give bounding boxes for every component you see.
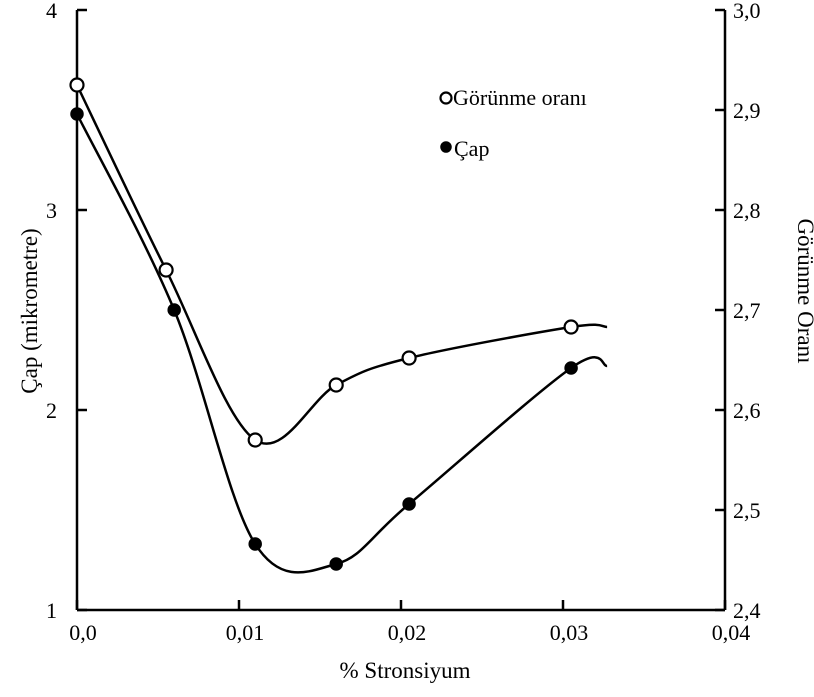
series-0-point [563, 319, 579, 335]
y-tick-label: 4 [46, 0, 57, 23]
x-axis-title: % Stronsiyum [340, 658, 471, 683]
legend: Görünme oranı Çap [439, 85, 587, 161]
series-1-point [564, 361, 578, 375]
legend-marker-filled-circle [440, 141, 452, 153]
series-1-point [402, 497, 416, 511]
y2-tick-label: 2,9 [733, 98, 761, 123]
x-tick-label: 0,03 [550, 620, 589, 645]
series-1-point [329, 557, 343, 571]
y-tick-label: 1 [46, 598, 57, 623]
series-0-point [158, 262, 174, 278]
points [69, 77, 579, 571]
y2-tick-label: 3,0 [733, 0, 761, 23]
y-tick-label: 3 [46, 198, 57, 223]
series-1-point [70, 107, 84, 121]
legend-marker-open-circle [439, 91, 453, 105]
legend-label-cap: Çap [454, 136, 489, 161]
series-0-curve [75, 84, 608, 445]
x-tick-label: 0,04 [712, 620, 751, 645]
series-0-point [247, 432, 263, 448]
legend-label-gorunme-orani: Görünme oranı [453, 85, 587, 110]
y2-tick-label: 2,8 [733, 198, 761, 223]
series-1-point [248, 537, 262, 551]
ticks: 0,0 0,01 0,02 0,03 0,04 1 2 3 4 2,4 2,5 2,6 2,7 2,8 2,… [46, 0, 761, 645]
series-1-point [167, 303, 181, 317]
y2-axis-title: Görünme Oranı [793, 219, 814, 364]
series-0-point [328, 377, 344, 393]
series-0-point [69, 77, 85, 93]
x-tick-label: 0,02 [388, 620, 427, 645]
y-axis-title: Çap (mikrometre) [17, 228, 42, 393]
x-tick-label: 0,01 [226, 620, 265, 645]
series-0-point [401, 350, 417, 366]
x-tick-label: 0,0 [69, 620, 97, 645]
curves [75, 84, 608, 574]
y2-tick-label: 2,6 [733, 398, 761, 423]
y-tick-label: 2 [46, 398, 57, 423]
series-1-curve [75, 113, 608, 574]
y2-tick-label: 2,7 [733, 298, 761, 323]
y2-tick-label: 2,5 [733, 498, 761, 523]
y2-tick-label: 2,4 [733, 598, 761, 623]
